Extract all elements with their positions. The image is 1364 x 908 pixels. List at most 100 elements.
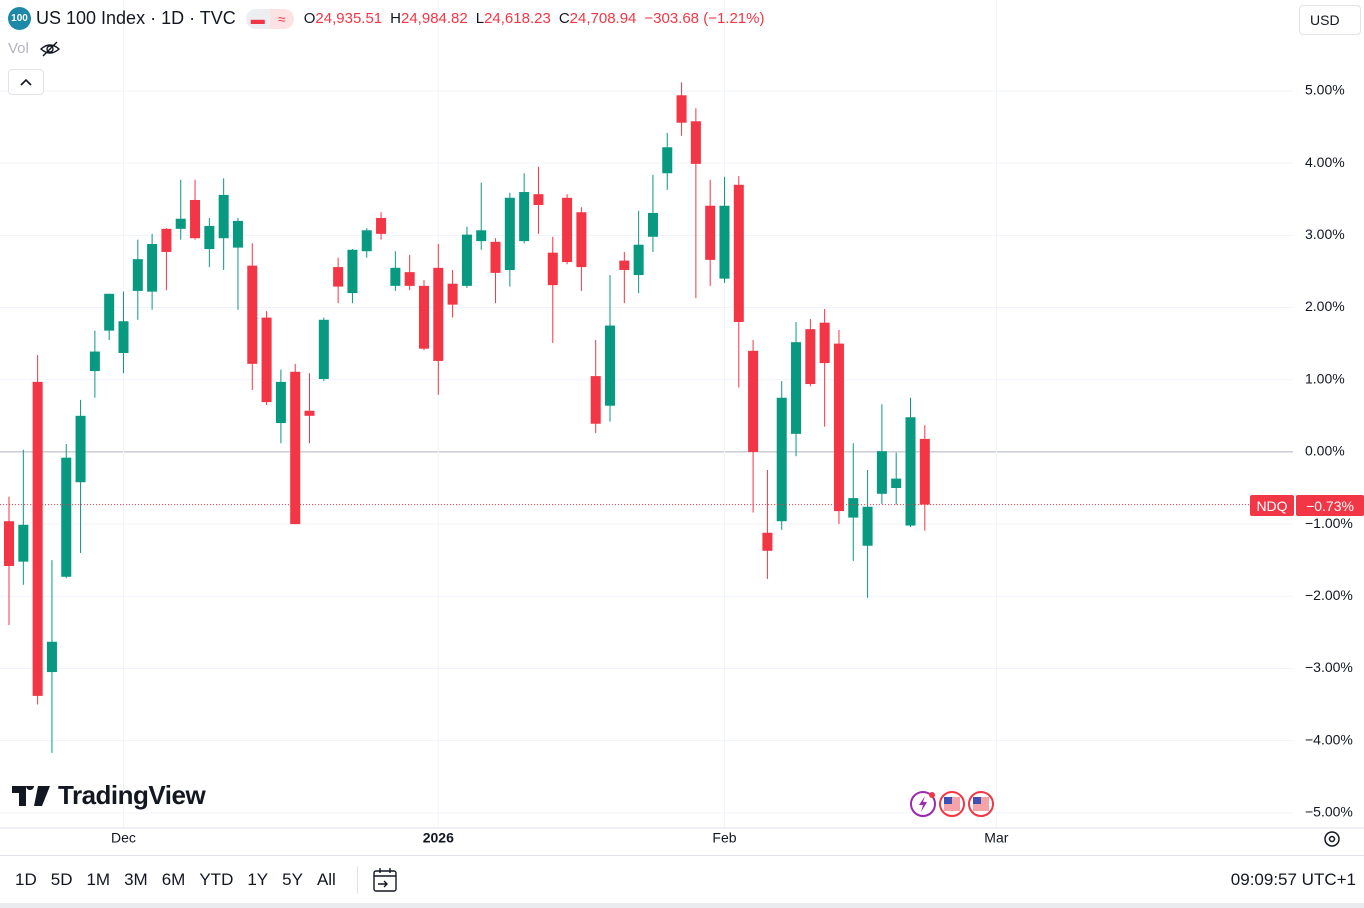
hidden-eye-icon[interactable] (39, 41, 61, 57)
candle-body (18, 524, 29, 562)
candle-body (633, 244, 644, 276)
symbol-icon: 100 (8, 7, 31, 30)
range-button[interactable]: 5Y (282, 870, 303, 889)
x-tick-label: Feb (712, 830, 736, 846)
candle-body (891, 478, 902, 488)
clock[interactable]: 09:09:57 UTC+1 (1230, 870, 1356, 889)
x-tick-label: Mar (984, 830, 1008, 846)
ohlc-value: 24,984.82 (401, 10, 468, 27)
ohlc-value: 24,935.51 (315, 10, 383, 27)
candle-body (690, 121, 701, 164)
range-button[interactable]: All (316, 870, 336, 889)
candle-body (247, 265, 258, 364)
candle-body (876, 451, 887, 494)
event-icons[interactable] (909, 790, 999, 820)
y-tick-label: −1.00% (1305, 515, 1353, 531)
chart: 5.00% 4.00% 3.00% 2.00% 1.00% 0.00% −1.00% −2.0… (0, 0, 1364, 846)
candle-body (175, 218, 186, 229)
range-buttons: 1D 5D 1M 3M 6M YTD 1Y 5Y All (8, 870, 343, 890)
range-button[interactable]: 6M (161, 870, 186, 889)
candle-body (32, 381, 43, 696)
candle-body (562, 197, 573, 263)
candle-body (290, 371, 301, 525)
candle-body (275, 381, 286, 424)
candle-body (490, 241, 501, 273)
range-button[interactable]: 1M (86, 870, 111, 889)
candle-body (89, 351, 100, 372)
ohlc-low: L24,618.23 (476, 10, 551, 27)
candle-body (147, 243, 158, 292)
y-tick-label: 3.00% (1305, 226, 1345, 242)
symbol-title[interactable]: US 100 Index · 1D · TVC (36, 8, 236, 28)
x-tick-label: 2026 (423, 830, 454, 846)
candle-body (132, 259, 143, 291)
candle-body (662, 147, 673, 174)
candle-body (433, 267, 444, 361)
ohlc-value: 24,708.94 (569, 10, 637, 27)
ohlc-label: C (558, 10, 570, 27)
candle-body (390, 267, 401, 286)
y-tick-label: −5.00% (1305, 804, 1353, 820)
legend-header: 100 US 100 Index · 1D · TVC ▬ ≈ O24,935.5… (8, 7, 764, 30)
range-button[interactable]: 5D (50, 870, 73, 889)
candle-body (919, 438, 930, 505)
candle-body (4, 521, 15, 566)
candle-body (104, 293, 115, 331)
candle-body (347, 249, 358, 294)
candle-body (447, 283, 458, 305)
candle-body (218, 194, 229, 239)
candle-body (46, 641, 57, 673)
range-button[interactable]: YTD (199, 870, 234, 889)
candle-body (819, 322, 830, 364)
candle-body (418, 285, 429, 349)
currency-button[interactable]: USD (1299, 5, 1361, 35)
candle-body (118, 321, 129, 354)
candle-body (333, 267, 344, 287)
range-button[interactable]: 3M (124, 870, 148, 889)
goto-date-icon[interactable] (372, 867, 398, 893)
candle-body (461, 234, 472, 286)
ohlc-value: 24,618.23 (484, 10, 551, 27)
candle-body (190, 199, 201, 239)
settings-icon[interactable] (1321, 828, 1343, 850)
y-tick-label: 2.00% (1305, 298, 1345, 314)
candle-body (647, 212, 658, 237)
candle-body (833, 343, 844, 512)
y-tick-label: 5.00% (1305, 82, 1345, 98)
candle-body (676, 95, 687, 123)
y-tick-label: 4.00% (1305, 154, 1345, 170)
candle-body (204, 225, 215, 250)
y-tick-label: 0.00% (1305, 443, 1345, 459)
price-tag-symbol: NDQ (1250, 495, 1294, 516)
candle-body (719, 205, 730, 279)
status-pill[interactable]: ▬ ≈ (245, 8, 294, 29)
x-tick-label: Dec (111, 830, 136, 846)
candle-body (791, 342, 802, 434)
ohlc-label: L (475, 10, 485, 27)
volume-label[interactable]: Vol (8, 40, 29, 57)
bottom-strip (0, 903, 1364, 908)
candle-body (261, 317, 272, 403)
volume-legend: Vol (8, 40, 61, 57)
candle-body (547, 252, 558, 286)
candle-body (576, 212, 587, 268)
collapse-button[interactable] (8, 69, 44, 95)
candle-body (619, 260, 630, 270)
candle-body (805, 329, 816, 385)
brand-mark (12, 785, 50, 806)
candle-body (776, 397, 787, 522)
brand-logo: TradingView (12, 780, 206, 811)
range-button[interactable]: 1Y (247, 870, 269, 889)
candle-body (75, 415, 86, 483)
candle-body (232, 220, 243, 248)
candle-body (848, 498, 859, 518)
candle-body (533, 194, 544, 206)
candle-body (361, 230, 372, 252)
range-button[interactable]: 1D (15, 870, 37, 889)
separator (356, 866, 358, 894)
candle-body (905, 417, 916, 526)
candle-body (404, 272, 415, 286)
candle-body (605, 325, 616, 406)
candle-body (590, 376, 601, 424)
